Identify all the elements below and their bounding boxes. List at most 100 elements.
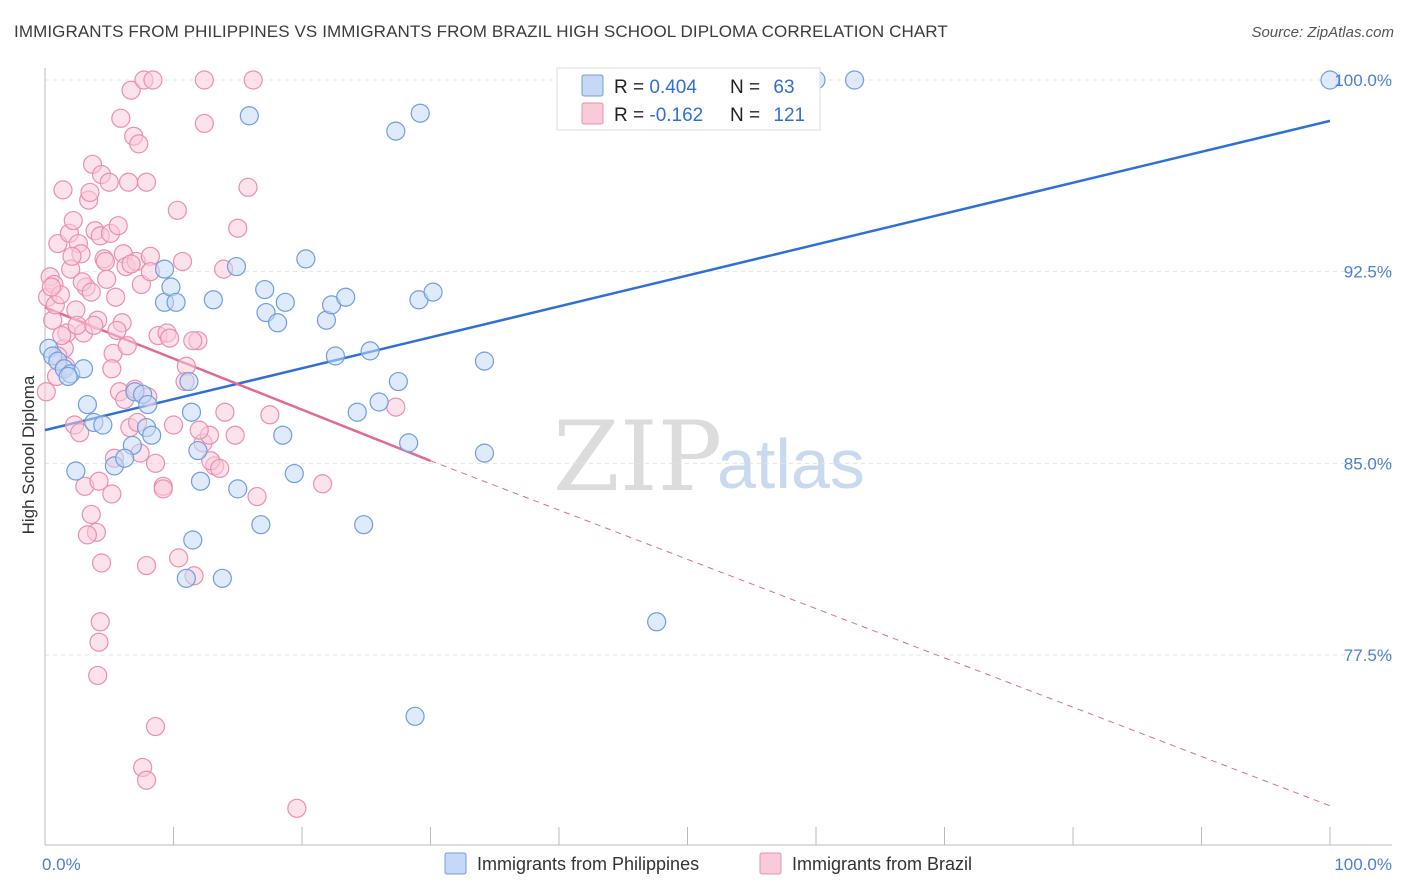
brazil-point-19 — [80, 182, 100, 203]
brazil-point-92 — [312, 474, 333, 494]
brazil-point-53 — [228, 218, 248, 238]
svg-text:R = -0.162: R = -0.162 — [614, 105, 703, 126]
bottom-legend: Immigrants from Philippines Immigrants f… — [444, 852, 972, 875]
philippines-point-16 — [142, 425, 162, 445]
philippines-point-52 — [647, 612, 667, 632]
brazil-trend-line-dashed — [430, 460, 1331, 807]
brazil-point-50 — [194, 113, 214, 134]
philippines-point-45 — [399, 433, 419, 453]
legend-n-value-philippines: 63 — [773, 77, 794, 98]
philippines-point-39 — [347, 402, 367, 422]
legend: R = 0.404 N = 63 R = -0.162 N = 121 — [556, 67, 821, 131]
philippines-point-24 — [183, 530, 203, 550]
brazil-point-95 — [183, 331, 203, 351]
brazil-point-35 — [118, 172, 139, 192]
brazil-point-0 — [36, 382, 56, 402]
watermark-atlas: atlas — [717, 425, 865, 503]
legend-r-value-brazil: -0.162 — [649, 105, 703, 126]
philippines-point-25 — [203, 290, 223, 310]
philippines-point-21 — [179, 371, 199, 392]
brazil-point-94 — [160, 328, 180, 348]
bottom-legend-label-brazil: Immigrants from Brazil — [792, 854, 972, 874]
x-tick-label-1: 100.0% — [1334, 855, 1392, 874]
brazil-point-71 — [145, 453, 166, 473]
svg-text:N = 63: N = 63 — [730, 77, 795, 98]
legend-r-value-philippines: 0.404 — [649, 77, 697, 98]
legend-r-label-philippines: R = — [614, 77, 649, 98]
philippines-point-41 — [360, 341, 380, 361]
brazil-point-47 — [167, 200, 187, 220]
philippines-point-60 — [228, 479, 248, 499]
legend-n-label-philippines: N = — [730, 77, 765, 98]
brazil-point-51 — [194, 70, 214, 90]
axes — [44, 68, 1392, 846]
philippines-point-49 — [423, 282, 443, 302]
brazil-point-112 — [62, 246, 82, 266]
y-axis-title: High School Diploma — [19, 375, 38, 534]
philippines-point-28 — [255, 279, 275, 300]
brazil-point-39 — [129, 134, 149, 154]
y-tick-label-2: 92.5% — [1344, 263, 1392, 282]
brazil-point-115 — [107, 320, 127, 341]
brazil-point-93 — [386, 397, 406, 417]
legend-n-value-brazil: 121 — [773, 105, 805, 126]
brazil-point-108 — [210, 458, 230, 479]
brazil-point-36 — [121, 80, 141, 100]
brazil-point-82 — [77, 525, 98, 545]
brazil-point-73 — [163, 415, 184, 435]
brazil-point-98 — [67, 315, 87, 335]
philippines-point-26 — [226, 256, 247, 277]
brazil-point-87 — [88, 665, 108, 686]
bottom-legend-label-philippines: Immigrants from Philippines — [477, 854, 699, 874]
philippines-point-62 — [115, 448, 135, 468]
philippines-point-20 — [166, 292, 186, 312]
y-tick-label-3: 100.0% — [1334, 71, 1392, 90]
brazil-point-84 — [136, 555, 157, 576]
philippines-point-46 — [405, 706, 425, 726]
philippines-point-56 — [190, 471, 211, 491]
brazil-point-42 — [136, 172, 157, 192]
philippines-point-22 — [188, 440, 208, 461]
brazil-point-91 — [287, 798, 307, 818]
philippines-point-50 — [474, 351, 495, 371]
gridlines — [45, 79, 1392, 656]
y-tick-labels: 77.5% 85.0% 92.5% 100.0% — [1334, 71, 1392, 665]
philippines-point-7 — [77, 394, 98, 415]
brazil-point-63 — [89, 471, 109, 491]
philippines-point-32 — [275, 292, 295, 312]
brazil-point-88 — [145, 716, 166, 737]
brazil-point-12 — [63, 210, 83, 231]
brazil-point-114 — [81, 282, 101, 302]
philippines-point-6 — [73, 359, 94, 379]
philippines-point-38 — [336, 287, 356, 307]
brazil-point-55 — [243, 70, 263, 90]
brazil-point-109 — [260, 405, 280, 425]
brazil-point-86 — [89, 632, 109, 652]
brazil-point-99 — [52, 325, 72, 346]
brazil-point-31 — [108, 216, 128, 236]
brazil-point-26 — [97, 269, 117, 289]
brazil-point-27 — [99, 172, 119, 192]
brazil-point-90 — [136, 770, 157, 790]
philippines-points — [39, 70, 1340, 726]
x-tick-labels: 0.0% 100.0% — [42, 855, 1392, 874]
legend-r-label-brazil: R = — [614, 105, 649, 126]
legend-swatch-philippines — [581, 74, 604, 97]
svg-text:N = 121: N = 121 — [730, 105, 805, 126]
philippines-point-54 — [844, 70, 865, 90]
y-tick-label-1: 85.0% — [1344, 454, 1392, 473]
philippines-point-44 — [388, 371, 408, 392]
philippines-point-17 — [154, 259, 175, 279]
watermark: ZIP atlas — [553, 401, 865, 513]
philippines-point-40 — [354, 515, 374, 535]
brazil-point-48 — [172, 251, 193, 272]
brazil-point-105 — [153, 479, 173, 499]
source-label: Source: ZipAtlas.com — [1251, 24, 1394, 41]
philippines-point-31 — [273, 425, 293, 445]
philippines-point-58 — [176, 568, 196, 588]
brazil-point-74 — [169, 548, 189, 568]
brazil-point-79 — [215, 402, 235, 422]
brazil-point-111 — [53, 180, 73, 200]
philippines-point-5 — [66, 461, 86, 481]
